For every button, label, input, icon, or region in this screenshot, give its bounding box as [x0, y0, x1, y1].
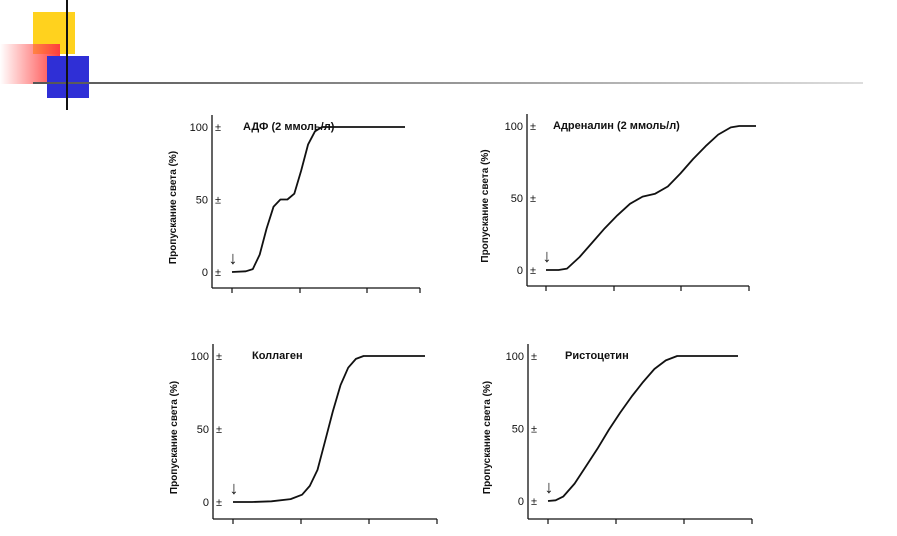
y-tick-marker-2-100: ± [530, 121, 536, 133]
start-arrow-1: ↓ [229, 248, 238, 268]
y-tick-marker-2-50: ± [530, 193, 536, 205]
y-tick-marker-4-100: ± [531, 351, 537, 363]
y-tick-label-4-100: 100 [506, 351, 524, 363]
y-tick-marker-2-0: ± [530, 265, 536, 277]
y-tick-marker-4-0: ± [531, 496, 537, 508]
y-tick-label-1-100: 100 [190, 122, 208, 134]
y-tick-marker-1-0: ± [215, 267, 221, 279]
decor-horizontal-line [33, 82, 863, 84]
y-tick-label-4-50: 50 [512, 424, 524, 436]
chart-title-3: Коллаген [252, 350, 303, 362]
series-line-1 [231, 126, 405, 273]
y-tick-label-3-100: 100 [191, 351, 209, 363]
start-arrow-2: ↓ [543, 246, 552, 266]
y-tick-label-2-50: 50 [511, 193, 523, 205]
y-tick-label-1-50: 50 [196, 195, 208, 207]
y-tick-label-1-0: 0 [202, 267, 208, 279]
y-axis-label-4: Пропускание света (%) [482, 381, 493, 494]
start-arrow-3: ↓ [230, 478, 239, 498]
y-tick-label-2-0: 0 [517, 265, 523, 277]
y-tick-marker-1-100: ± [215, 122, 221, 134]
y-tick-label-3-50: 50 [197, 424, 209, 436]
y-axis-label-2: Пропускание света (%) [480, 149, 491, 262]
y-tick-label-3-0: 0 [203, 497, 209, 509]
chart-title-4: Ристоцетин [565, 350, 629, 362]
y-tick-marker-3-50: ± [216, 424, 222, 436]
y-axis-label-1: Пропускание света (%) [168, 151, 179, 264]
y-tick-marker-3-0: ± [216, 497, 222, 509]
series-line-3 [233, 355, 425, 503]
chart-title-2: Адреналин (2 ммоль/л) [553, 120, 680, 132]
y-tick-marker-1-50: ± [215, 195, 221, 207]
y-tick-label-4-0: 0 [518, 496, 524, 508]
decor-blue-square [47, 56, 89, 98]
y-tick-marker-3-100: ± [216, 351, 222, 363]
y-tick-marker-4-50: ± [531, 424, 537, 436]
decor-vertical-line [66, 0, 68, 110]
series-line-4 [547, 355, 738, 502]
chart-title-1: АДФ (2 ммоль/л) [243, 121, 335, 133]
series-line-2 [546, 125, 756, 271]
y-axis-label-3: Пропускание света (%) [169, 381, 180, 494]
y-tick-label-2-100: 100 [505, 121, 523, 133]
start-arrow-4: ↓ [545, 477, 554, 497]
